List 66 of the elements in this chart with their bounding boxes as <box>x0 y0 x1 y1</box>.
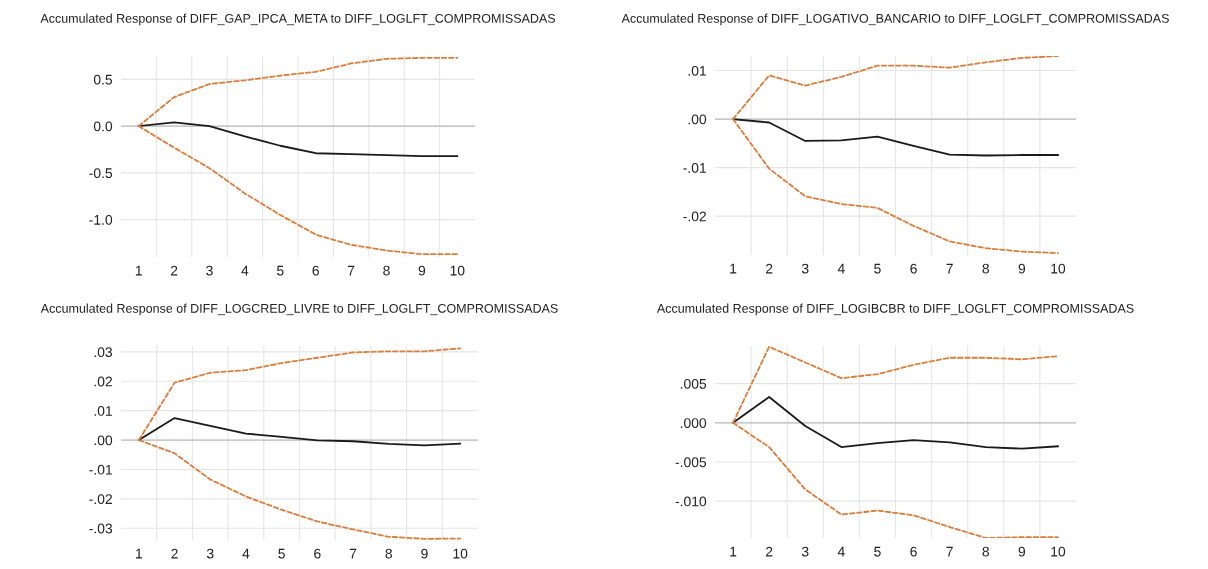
x-tick-label: 5 <box>276 265 284 276</box>
x-tick-label: 4 <box>837 546 845 557</box>
chart-title: Accumulated Response of DIFF_LOGATIVO_BANCARIO to DIFF_LOGLFT_COMPROMISSADAS <box>621 13 1169 26</box>
chart-title: Accumulated Response of DIFF_LOGCRED_LIVRE to DIFF_LOGLFT_COMPROMISSADAS <box>40 303 558 316</box>
y-tick-label: -.02 <box>683 211 706 222</box>
y-tick-label: .000 <box>680 418 707 428</box>
x-tick-label: 2 <box>171 548 178 559</box>
y-tick-label: .03 <box>94 347 113 358</box>
x-tick-label: 4 <box>242 548 250 559</box>
y-tick-label: -.005 <box>675 457 707 468</box>
y-tick-label: .00 <box>688 114 707 125</box>
x-tick-label: 3 <box>801 546 809 557</box>
x-tick-label: 7 <box>946 263 953 274</box>
y-tick-label: 0.5 <box>93 74 113 85</box>
y-tick-label: -.02 <box>89 494 112 505</box>
y-tick-label: -0.5 <box>89 168 113 179</box>
x-tick-label: 8 <box>385 548 393 559</box>
y-tick-label: -1.0 <box>89 214 113 225</box>
x-tick-label: 2 <box>170 265 178 276</box>
x-tick-label: 6 <box>314 548 321 559</box>
x-tick-label: 9 <box>418 265 426 276</box>
x-tick-label: 9 <box>1018 546 1026 557</box>
y-tick-label: .01 <box>688 65 706 76</box>
x-tick-label: 2 <box>765 546 773 557</box>
x-tick-label: 5 <box>278 548 285 559</box>
x-tick-label: 1 <box>136 548 143 559</box>
x-tick-label: 9 <box>1018 263 1026 274</box>
x-tick-label: 7 <box>349 548 357 559</box>
x-tick-label: 6 <box>910 263 917 274</box>
x-tick-label: 6 <box>312 265 319 276</box>
y-tick-label: -.01 <box>683 162 706 173</box>
x-tick-label: 1 <box>730 263 737 274</box>
x-tick-label: 10 <box>450 265 465 276</box>
x-tick-label: 6 <box>910 546 917 557</box>
line-series <box>732 396 1059 450</box>
line-series <box>732 118 1059 157</box>
x-tick-label: 10 <box>1051 546 1066 557</box>
chart-title: Accumulated Response of DIFF_GAP_IPCA_META to DIFF_LOGLFT_COMPROMISSADAS <box>40 13 556 26</box>
y-tick-label: .02 <box>94 376 112 387</box>
y-tick-label: .00 <box>94 435 113 446</box>
y-tick-label: -.03 <box>89 523 113 534</box>
x-tick-label: 5 <box>874 263 881 274</box>
x-tick-label: 1 <box>135 265 142 276</box>
y-tick-label: .005 <box>680 378 707 389</box>
x-tick-label: 8 <box>982 263 990 274</box>
x-tick-label: 1 <box>730 546 737 557</box>
x-tick-label: 3 <box>801 263 809 274</box>
line-series <box>137 417 462 447</box>
x-tick-label: 10 <box>453 548 468 559</box>
x-tick-label: 4 <box>837 263 845 274</box>
x-tick-label: 10 <box>1051 263 1066 274</box>
x-tick-label: 3 <box>206 265 213 276</box>
y-tick-label: .01 <box>94 406 112 416</box>
x-tick-label: 8 <box>982 546 990 557</box>
x-tick-label: 2 <box>765 263 773 274</box>
y-tick-label: -.01 <box>89 464 112 475</box>
x-tick-label: 7 <box>946 546 953 557</box>
x-tick-label: 8 <box>383 265 390 276</box>
x-tick-label: 4 <box>241 265 249 276</box>
y-tick-label: 0.0 <box>93 121 113 132</box>
chart-title: Accumulated Response of DIFF_LOGIBCBR to DIFF_LOGLFT_COMPROMISSADAS <box>656 303 1134 316</box>
x-tick-label: 9 <box>421 548 428 559</box>
x-tick-label: 5 <box>874 546 881 557</box>
x-tick-label: 3 <box>206 548 214 559</box>
y-tick-label: -.010 <box>675 496 707 507</box>
x-tick-label: 7 <box>347 265 355 276</box>
